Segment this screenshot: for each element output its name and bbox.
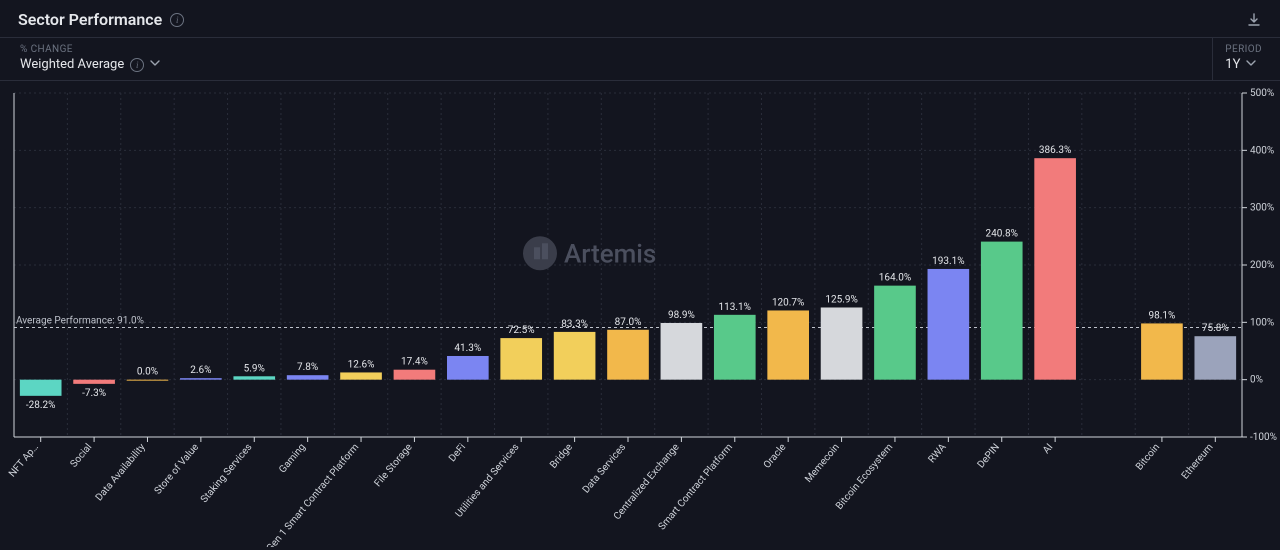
bar[interactable] [1141, 323, 1183, 379]
bar-value-label: 5.9% [244, 363, 265, 374]
bar-value-label: -28.2% [26, 400, 56, 411]
bar-value-label: 72.5% [508, 325, 535, 336]
bar-category-label: DeFi [447, 442, 468, 464]
bar-value-label: 120.7% [772, 297, 804, 308]
bar-value-label: 83.3% [561, 319, 588, 330]
download-icon[interactable] [1246, 12, 1262, 28]
bar-category-label: File Storage [373, 442, 415, 489]
bar-category-label: Bitcoin Ecosystem [834, 442, 895, 512]
bar-value-label: 41.3% [454, 343, 481, 354]
bar[interactable] [607, 330, 649, 380]
period-value: 1Y [1225, 57, 1240, 72]
svg-text:0%: 0% [1250, 375, 1263, 386]
bar-category-label: Store of Value [152, 441, 201, 497]
bar-value-label: 98.1% [1148, 310, 1175, 321]
bar-category-label: DePIN [976, 442, 1002, 471]
sector-performance-chart: -100% 0% 100% 200% 300% 400% 500% Artemis Averag… [0, 81, 1280, 547]
bar-category-label: Oracle [762, 442, 789, 471]
bar-category-label: Staking Services [199, 442, 255, 505]
bar[interactable] [767, 310, 809, 379]
svg-text:400%: 400% [1250, 145, 1274, 156]
info-icon[interactable]: i [170, 13, 184, 27]
bar-value-label: 98.9% [668, 310, 695, 321]
bar-category-label: Data Services [581, 442, 629, 496]
bar-value-label: 0.0% [137, 367, 158, 378]
period-label: PERIOD [1225, 44, 1262, 55]
bar-value-label: 193.1% [932, 256, 964, 267]
bar-category-label: Bitcoin [1134, 442, 1162, 473]
controls-bar: % CHANGE Weighted Average i PERIOD 1Y [0, 38, 1280, 81]
bar-category-label: AI [1041, 442, 1055, 456]
svg-text:100%: 100% [1250, 317, 1274, 328]
page-title: Sector Performance [18, 10, 162, 29]
svg-text:200%: 200% [1250, 260, 1274, 271]
bar[interactable] [1034, 158, 1076, 379]
bar-category-label: NFT Ap… [7, 442, 41, 480]
bar[interactable] [20, 380, 62, 396]
svg-text:Artemis: Artemis [564, 239, 656, 269]
bar-category-label: Gen 1 Smart Contract Platform [264, 441, 362, 547]
bar-value-label: 113.1% [719, 302, 751, 313]
bar[interactable] [874, 286, 916, 380]
period-selector[interactable]: PERIOD 1Y [1212, 38, 1268, 80]
bar[interactable] [500, 338, 542, 380]
bar-value-label: 2.6% [190, 365, 211, 376]
bar-category-label: RWA [926, 442, 948, 466]
bar-value-label: -7.3% [82, 388, 106, 399]
bar-category-label: Data Availability [94, 442, 148, 504]
bar-value-label: 7.8% [297, 362, 318, 373]
change-metric-value: Weighted Average [20, 57, 124, 72]
bar-category-label: Gaming [277, 442, 308, 476]
bar[interactable] [394, 370, 436, 380]
svg-text:-100%: -100% [1250, 432, 1277, 443]
chevron-down-icon [1246, 57, 1256, 72]
title-bar: Sector Performance i [0, 0, 1280, 38]
bar-value-label: 125.9% [825, 294, 857, 305]
svg-text:500%: 500% [1250, 88, 1274, 99]
bar[interactable] [287, 375, 329, 379]
bar[interactable] [233, 376, 275, 379]
change-metric-selector[interactable]: % CHANGE Weighted Average i [12, 38, 168, 80]
bar[interactable] [928, 269, 970, 380]
bar[interactable] [73, 380, 115, 384]
bar-value-label: 386.3% [1039, 145, 1071, 156]
bar-category-label: Bridge [548, 442, 575, 471]
bar[interactable] [180, 378, 222, 379]
bar-value-label: 87.0% [615, 317, 642, 328]
bar-value-label: 164.0% [879, 273, 911, 284]
bar-category-label: Ethereum [1180, 442, 1216, 482]
bar[interactable] [714, 315, 756, 380]
bar-category-label: Memecoin [803, 442, 842, 485]
bar[interactable] [340, 372, 382, 379]
bar-value-label: 12.6% [348, 359, 375, 370]
bar-value-label: 75.8% [1202, 323, 1229, 334]
chevron-down-icon [150, 57, 160, 72]
change-metric-label: % CHANGE [20, 44, 160, 55]
bar[interactable] [1194, 336, 1236, 379]
bar[interactable] [661, 323, 703, 380]
bar[interactable] [821, 307, 863, 379]
info-icon[interactable]: i [130, 58, 144, 72]
bar-category-label: Social [68, 442, 94, 470]
svg-text:Average Performance: 91.0%: Average Performance: 91.0% [16, 314, 144, 326]
bar[interactable] [127, 380, 169, 381]
bar[interactable] [447, 356, 489, 380]
svg-text:300%: 300% [1250, 203, 1274, 214]
bar-value-label: 17.4% [401, 357, 428, 368]
bar[interactable] [554, 332, 596, 380]
bar[interactable] [981, 242, 1023, 380]
bar-value-label: 240.8% [986, 229, 1018, 240]
